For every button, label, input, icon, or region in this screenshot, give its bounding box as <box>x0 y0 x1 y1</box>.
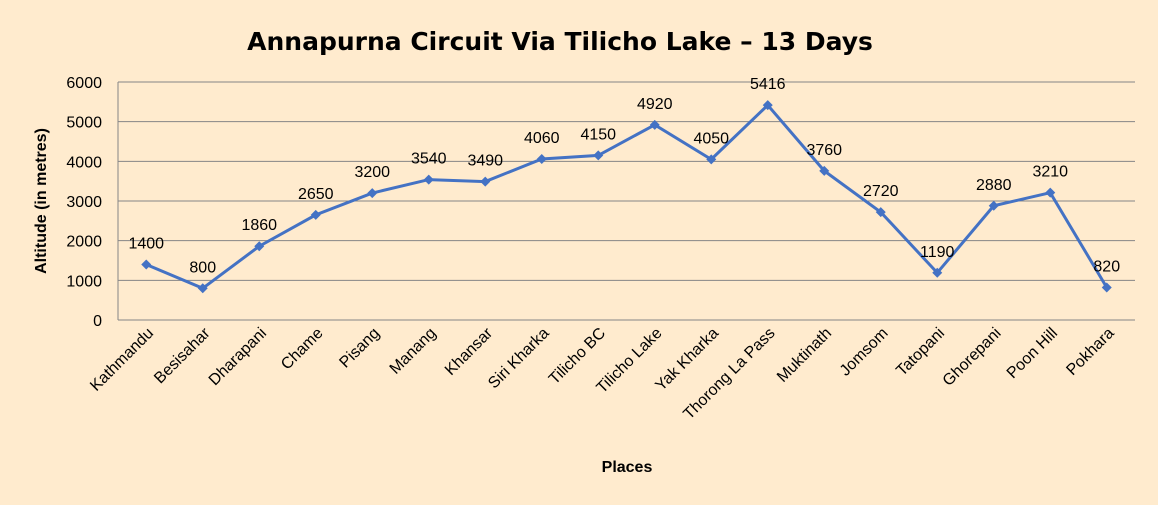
diamond-marker <box>254 241 265 252</box>
diamond-marker <box>593 150 604 161</box>
diamond-marker <box>310 209 321 220</box>
diamond-marker <box>988 200 999 211</box>
diamond-marker <box>649 119 660 130</box>
x-tick-label: Kathmandu <box>87 325 157 395</box>
x-tick-label: Tatopani <box>893 325 948 380</box>
x-tick-label: Siri Kharka <box>485 325 552 392</box>
diamond-marker <box>762 100 773 111</box>
x-tick-label: Poon Hill <box>1004 325 1061 382</box>
diamond-marker <box>706 154 717 165</box>
data-label: 2720 <box>863 183 899 200</box>
x-tick-label: Muktinath <box>774 325 835 386</box>
data-label: 4060 <box>524 130 560 147</box>
data-label: 3490 <box>467 153 503 170</box>
data-labels: 1400 800 1860 2650 3200 3540 3490 4060 4150 4920 4… <box>128 76 1120 276</box>
x-tick-label: Khansar <box>442 324 497 379</box>
x-tick-label: Besisahar <box>151 324 214 387</box>
chart-title: Annapurna Circuit Via Tilicho Lake – 13 … <box>247 27 873 56</box>
x-tick-label: Dharapani <box>206 325 270 389</box>
diamond-marker <box>819 165 830 176</box>
y-tick-label: 6000 <box>66 75 102 92</box>
data-markers <box>141 100 1112 294</box>
data-label: 1190 <box>920 244 955 261</box>
diamond-marker <box>423 174 434 185</box>
diamond-marker <box>141 259 152 270</box>
diamond-marker <box>480 176 491 187</box>
x-axis-title: Places <box>602 459 653 476</box>
data-label: 3210 <box>1032 164 1068 181</box>
y-axis-title: Altitude (in metres) <box>33 128 50 274</box>
data-label: 2880 <box>976 177 1012 194</box>
data-label: 2650 <box>298 186 334 203</box>
data-label: 3540 <box>411 151 447 168</box>
diamond-marker <box>1045 187 1056 198</box>
data-label: 800 <box>189 259 216 276</box>
y-tick-label: 0 <box>93 313 102 330</box>
diamond-marker <box>875 207 886 218</box>
diamond-marker <box>1101 282 1112 293</box>
data-label: 4920 <box>637 96 673 113</box>
gridlines <box>117 81 1135 321</box>
y-axis-ticks: 0 1000 2000 3000 4000 5000 6000 <box>66 75 102 330</box>
y-tick-label: 4000 <box>66 154 102 171</box>
x-tick-label: Manang <box>387 325 440 378</box>
y-tick-label: 3000 <box>66 194 102 211</box>
y-tick-label: 1000 <box>66 273 102 290</box>
diamond-marker <box>367 188 378 199</box>
diamond-marker <box>536 153 547 164</box>
diamond-marker <box>932 267 943 278</box>
data-label: 5416 <box>750 76 786 93</box>
x-tick-label: Jomsom <box>837 325 892 380</box>
x-tick-label: Ghorepani <box>940 325 1005 390</box>
data-label: 3200 <box>354 164 390 181</box>
altitude-line <box>145 102 1109 290</box>
data-label: 1400 <box>128 235 164 252</box>
diamond-marker <box>197 283 208 294</box>
x-tick-label: Pisang <box>336 325 383 372</box>
data-label: 820 <box>1093 258 1120 275</box>
data-label: 4150 <box>580 126 616 143</box>
x-tick-label: Pokhara <box>1063 325 1117 379</box>
data-label: 1860 <box>241 217 277 234</box>
data-label: 4050 <box>693 130 729 147</box>
y-tick-label: 2000 <box>66 234 102 251</box>
x-tick-label: Chame <box>278 325 327 374</box>
y-tick-label: 5000 <box>66 115 102 132</box>
data-label: 3760 <box>806 142 842 159</box>
